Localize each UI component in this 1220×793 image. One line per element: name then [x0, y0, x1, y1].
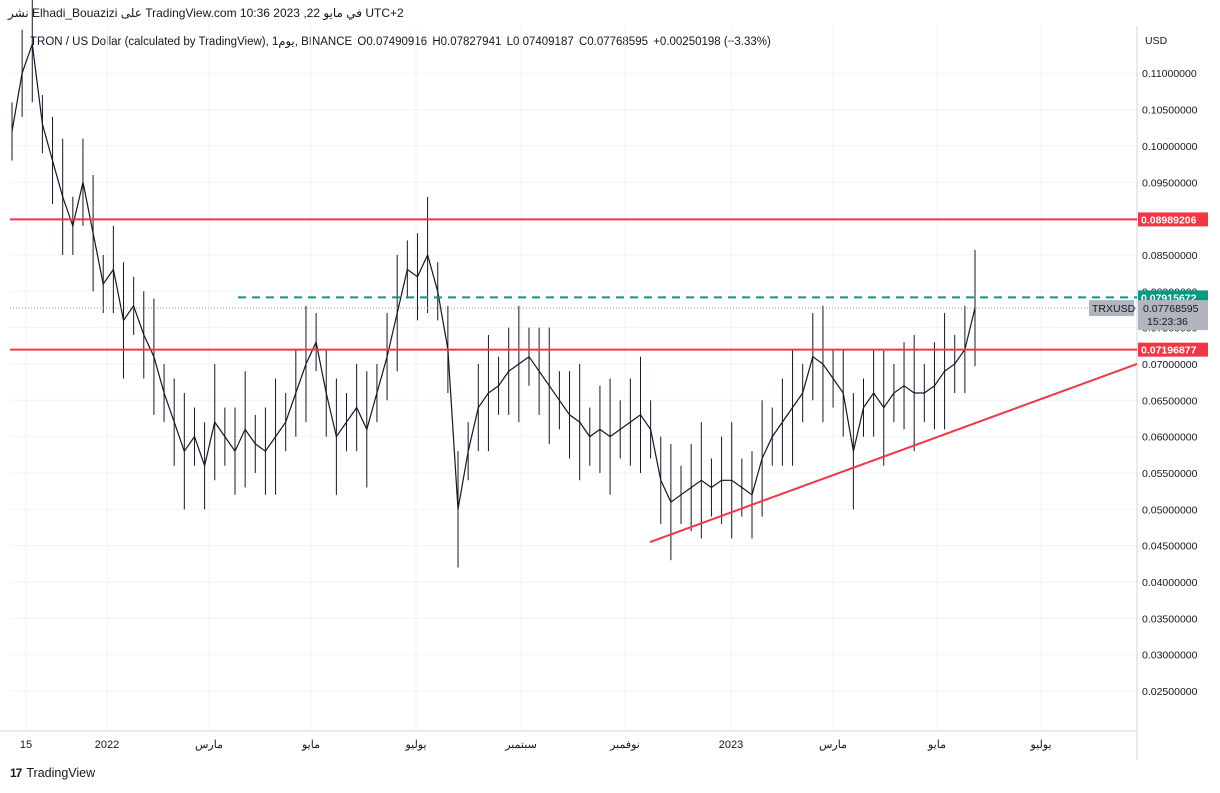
ascending-trendline[interactable]: [649, 363, 1138, 543]
x-tick-label: يوليو: [404, 739, 426, 751]
y-tick-label: 0.06000000: [1142, 432, 1198, 444]
x-tick-label: 2022: [95, 739, 119, 751]
x-tick-label: 15: [20, 739, 32, 751]
y-tick-label: 0.05500000: [1142, 468, 1198, 480]
last-price-label: 0.07768595: [1143, 303, 1199, 315]
y-tick-label: 0.02500000: [1142, 686, 1198, 698]
y-tick-label: 0.11000000: [1142, 68, 1197, 80]
publisher-header: نشر Elhadi_Bouazizi على TradingView.com …: [8, 6, 404, 20]
y-tick-label: 0.05000000: [1142, 504, 1198, 516]
y-tick-label: 0.03500000: [1142, 613, 1198, 625]
y-tick-label: 0.04000000: [1142, 577, 1198, 589]
legend-change: +0.00250198 (+3.33%): [653, 36, 771, 48]
x-tick-label: مارس: [819, 739, 847, 751]
legend-low: L0.07409187: [506, 36, 574, 48]
y-tick-label: 0.06500000: [1142, 395, 1198, 407]
symbol-title[interactable]: TRON / US Dollar (calculated by TradingV…: [30, 36, 353, 48]
currency-label: USD: [1145, 35, 1168, 47]
symbol-tag-label: TRXUSD: [1092, 303, 1136, 315]
x-tick-label: 2023: [719, 739, 743, 751]
x-tick-label: نوفمبر: [609, 739, 640, 751]
footer: 17 TradingView: [10, 766, 95, 780]
legend-open: O0.07490916: [357, 36, 428, 48]
y-tick-label: 0.10000000: [1142, 141, 1198, 153]
y-tick-label: 0.09500000: [1142, 177, 1198, 189]
level-price-label: 0.07196877: [1141, 345, 1197, 357]
x-tick-label: سبتمبر: [504, 739, 537, 751]
x-tick-label: مارس: [195, 739, 223, 751]
level-price-tag: [1138, 342, 1208, 357]
y-tick-label: 0.10500000: [1142, 105, 1198, 117]
chart-legend: TRON / US Dollar (calculated by TradingV…: [30, 34, 773, 48]
y-tick-label: 0.04500000: [1142, 541, 1198, 553]
legend-high: H0.07827941: [432, 36, 502, 48]
brand-name: TradingView: [26, 766, 96, 780]
tradingview-logo-icon: 17: [10, 766, 22, 780]
x-tick-label: يوليو: [1029, 739, 1051, 751]
last-price-tag: [1138, 300, 1208, 331]
y-tick-label: 0.08500000: [1142, 250, 1198, 262]
bar-countdown-label: 15:23:36: [1147, 316, 1188, 328]
legend-close: C0.07768595: [578, 36, 648, 48]
y-tick-label: 0.07000000: [1142, 359, 1198, 371]
x-tick-label: مايو: [301, 739, 320, 751]
price-series-line: [11, 44, 976, 510]
x-tick-label: مايو: [927, 739, 946, 751]
level-price-tag: [1138, 212, 1208, 227]
y-tick-label: 0.03000000: [1142, 650, 1198, 662]
level-price-label: 0.08989206: [1141, 214, 1197, 226]
symbol-tag: [1089, 300, 1134, 317]
